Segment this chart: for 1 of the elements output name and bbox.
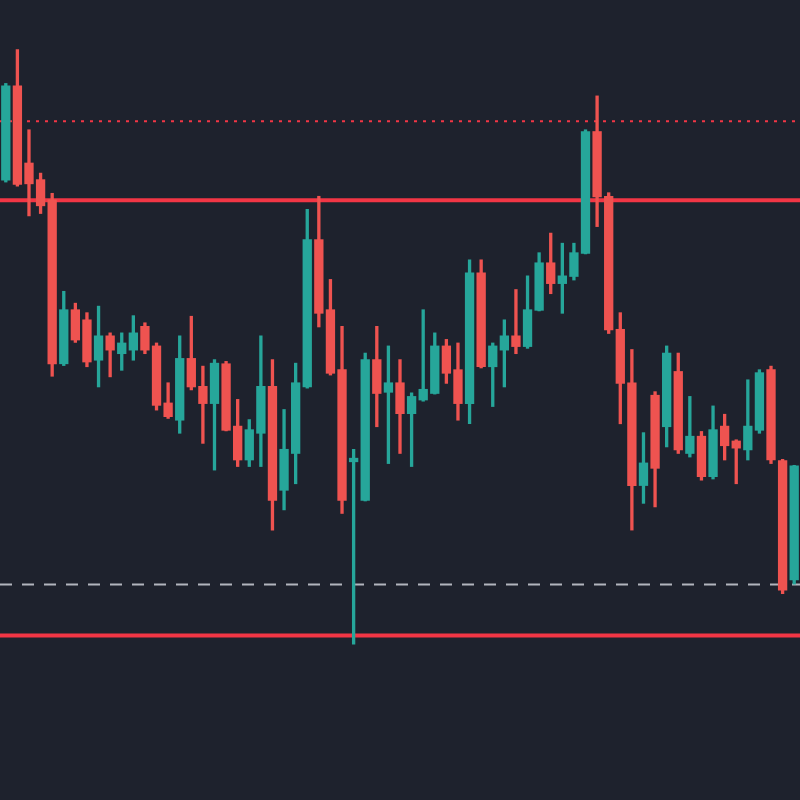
candlestick bbox=[511, 289, 521, 355]
